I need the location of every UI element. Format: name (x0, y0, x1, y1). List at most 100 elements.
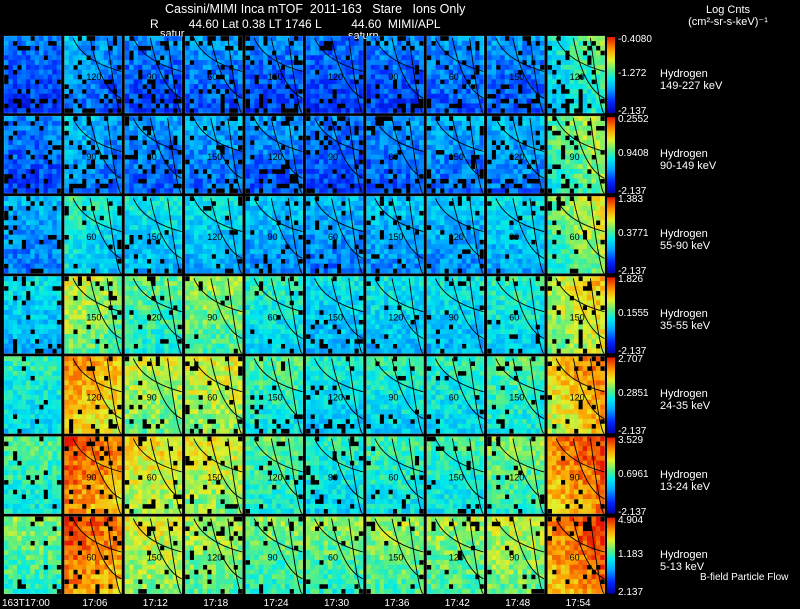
heatmap-cell (124, 239, 130, 245)
heatmap-cell (211, 69, 217, 75)
heatmap-cell (68, 220, 74, 226)
heatmap-cell (495, 169, 501, 175)
heatmap-cell (495, 79, 501, 85)
heatmap-cell (52, 188, 57, 194)
heatmap-cell (21, 159, 27, 165)
heatmap-cell (207, 258, 212, 264)
heatmap-cell (573, 50, 579, 56)
heatmap-cell (388, 120, 393, 127)
heatmap-cell (509, 79, 514, 85)
heatmap-cell (358, 263, 364, 269)
heatmap-cell (448, 169, 454, 175)
heatmap-cell (207, 130, 212, 136)
heatmap-cell (314, 88, 320, 95)
heatmap-cell (263, 201, 268, 207)
heatmap-cell (21, 116, 27, 122)
heatmap-cell (276, 268, 281, 274)
heatmap-cell (185, 173, 190, 179)
heatmap-cell (453, 79, 458, 85)
heatmap-cell (569, 60, 575, 66)
heatmap-cell (293, 120, 299, 127)
heatmap-cell (509, 74, 514, 80)
heatmap-cell (504, 164, 510, 170)
heatmap-cell (43, 84, 49, 90)
heatmap-cell (30, 135, 35, 141)
heatmap-cell (245, 144, 251, 151)
heatmap-cell (155, 40, 161, 46)
heatmap-cell (392, 40, 398, 46)
heatmap-cell (578, 79, 583, 85)
heatmap-cell (77, 40, 83, 46)
heatmap-cell (189, 103, 195, 109)
heatmap-cell (8, 258, 14, 264)
heatmap-cell (526, 159, 532, 165)
heatmap-cell (193, 196, 199, 202)
heatmap-cell (354, 201, 359, 207)
heatmap-cell (124, 169, 130, 175)
heatmap-cell (25, 220, 31, 226)
heatmap-cell (491, 79, 497, 85)
heatmap-cell (332, 258, 337, 264)
heatmap-cell (207, 159, 212, 165)
heatmap-cell (237, 239, 243, 245)
heatmap-cell (383, 135, 389, 141)
heatmap-cell (215, 50, 221, 56)
heatmap-cell (4, 159, 9, 165)
heatmap-cell (151, 178, 156, 184)
heatmap-cell (370, 164, 376, 170)
heatmap-cell (383, 36, 389, 42)
heatmap-cell (539, 84, 545, 90)
units-label: Log Cnts (cm²-sr-s-keV)⁻¹ (668, 4, 788, 28)
heatmap-cell (314, 45, 320, 51)
heatmap-cell (504, 169, 510, 175)
heatmap-cell (103, 205, 109, 211)
heatmap-cell (137, 201, 143, 207)
heatmap-cell (504, 103, 510, 109)
heatmap-cell (426, 144, 432, 151)
heatmap-cell (513, 120, 519, 127)
heatmap-cell (103, 201, 109, 207)
heatmap-cell (52, 45, 57, 51)
heatmap-cell (229, 263, 234, 269)
heatmap-cell (491, 88, 497, 95)
heatmap-cell (487, 69, 492, 75)
heatmap-cell (129, 149, 134, 155)
heatmap-cell (504, 40, 510, 46)
heatmap-cell (336, 36, 342, 42)
heatmap-cell (354, 55, 359, 61)
heatmap-cell (86, 84, 91, 90)
heatmap-cell (336, 69, 342, 75)
heatmap-cell (193, 268, 199, 274)
heatmap-cell (151, 268, 156, 274)
heatmap-cell (133, 45, 139, 51)
heatmap-cell (560, 93, 566, 99)
heatmap-cell (254, 98, 260, 104)
heatmap-cell (64, 135, 70, 141)
heatmap-cell (535, 149, 541, 155)
heatmap-cell (8, 125, 14, 131)
heatmap-cell (306, 69, 311, 75)
heatmap-cell (68, 84, 74, 90)
heatmap-cell (56, 64, 62, 70)
heatmap-cell (547, 183, 553, 189)
heatmap-cell (280, 88, 286, 95)
heatmap-cell (410, 149, 415, 155)
heatmap-cell (573, 45, 579, 51)
heatmap-cell (285, 64, 290, 70)
heatmap-cell (345, 40, 351, 46)
heatmap-cell (349, 88, 355, 95)
heatmap-cell (470, 149, 476, 155)
heatmap-cell (479, 144, 485, 151)
heatmap-cell (185, 64, 190, 70)
heatmap-cell (56, 178, 62, 184)
heatmap-cell (64, 268, 70, 274)
heatmap-cell (419, 64, 424, 70)
heatmap-cell (410, 205, 415, 211)
heatmap-cell (4, 40, 9, 46)
heatmap-cell (151, 205, 156, 211)
heatmap-cell (448, 159, 454, 165)
heatmap-cell (263, 55, 268, 61)
heatmap-cell (397, 154, 402, 160)
heatmap-cell (8, 120, 14, 127)
heatmap-cell (444, 116, 450, 122)
